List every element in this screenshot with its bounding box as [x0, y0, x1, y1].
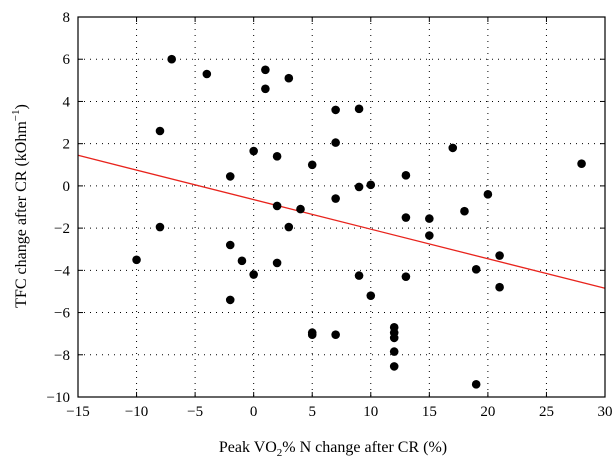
data-point — [284, 73, 294, 83]
x-tick-label: 5 — [308, 404, 316, 420]
data-point — [425, 214, 434, 223]
y-tick-label: 2 — [63, 137, 71, 153]
data-point — [249, 146, 258, 156]
y-tick-label: −4 — [54, 263, 70, 279]
data-point — [225, 295, 235, 305]
data-point — [401, 272, 411, 281]
x-tick-label: −10 — [125, 404, 148, 420]
x-tick-label: −5 — [187, 404, 203, 420]
y-tick-label: −10 — [47, 390, 70, 406]
y-tick-label: 8 — [63, 10, 71, 26]
data-point — [401, 171, 411, 180]
data-point — [389, 347, 399, 356]
trendline-layer — [77, 154, 606, 289]
data-point — [307, 330, 317, 340]
y-axis-title: TFC change after CR (kOhm−1) — [10, 104, 30, 308]
x-tick-label: 15 — [422, 404, 437, 420]
y-tick-label: 0 — [63, 179, 71, 195]
data-point — [354, 104, 364, 114]
data-point — [495, 251, 504, 260]
data-point — [202, 69, 212, 79]
data-point — [272, 201, 282, 211]
data-point — [261, 65, 270, 75]
data-point — [331, 138, 340, 147]
data-point — [284, 222, 294, 232]
y-tick-label: −8 — [54, 348, 70, 364]
data-point — [460, 206, 469, 216]
data-points — [132, 54, 586, 389]
y-tick-label: 6 — [63, 52, 71, 68]
data-point — [132, 255, 141, 265]
data-point — [471, 380, 481, 389]
data-point — [272, 258, 282, 268]
x-tick-label: 10 — [363, 404, 378, 420]
y-tick-labels: −10 −8 −6 −4 −2 0 2 4 6 8 — [47, 10, 71, 406]
data-point — [237, 256, 247, 266]
x-tick-label: 25 — [539, 404, 554, 420]
data-point — [448, 143, 458, 153]
data-point — [495, 282, 504, 292]
plot-frame — [77, 16, 606, 398]
data-point — [389, 333, 399, 343]
data-point — [225, 172, 235, 181]
data-point — [354, 182, 364, 192]
data-point — [225, 240, 235, 250]
data-point — [366, 180, 376, 190]
x-tick-labels: −15 −10 −5 0 5 10 15 20 25 30 — [66, 404, 612, 420]
data-point — [307, 160, 317, 170]
x-tick-label: 0 — [250, 404, 258, 420]
y-tick-label: 4 — [63, 94, 71, 110]
data-point — [331, 105, 340, 115]
y-tick-label: −6 — [54, 306, 70, 322]
x-tick-label: −15 — [66, 404, 89, 420]
data-point — [331, 194, 340, 203]
data-point — [155, 222, 165, 232]
data-point — [389, 362, 399, 371]
axis-ticks — [77, 16, 606, 398]
data-point — [425, 231, 434, 240]
trend-line — [77, 154, 606, 289]
data-point — [261, 84, 270, 94]
data-point — [296, 204, 305, 214]
x-tick-label: 20 — [480, 404, 495, 420]
data-point — [483, 190, 493, 199]
y-tick-label: −2 — [54, 221, 70, 237]
data-point — [401, 213, 411, 222]
data-point — [155, 126, 165, 136]
data-point — [331, 330, 340, 340]
data-point — [272, 152, 282, 161]
data-point — [167, 54, 176, 64]
x-tick-label: 30 — [598, 404, 613, 420]
grid — [78, 17, 605, 397]
x-axis-title: Peak VO2% N change after CR (%) — [219, 439, 447, 459]
data-point — [249, 270, 258, 279]
data-point — [354, 271, 364, 280]
data-point — [366, 291, 376, 300]
data-point — [471, 264, 481, 274]
data-point — [577, 159, 586, 169]
